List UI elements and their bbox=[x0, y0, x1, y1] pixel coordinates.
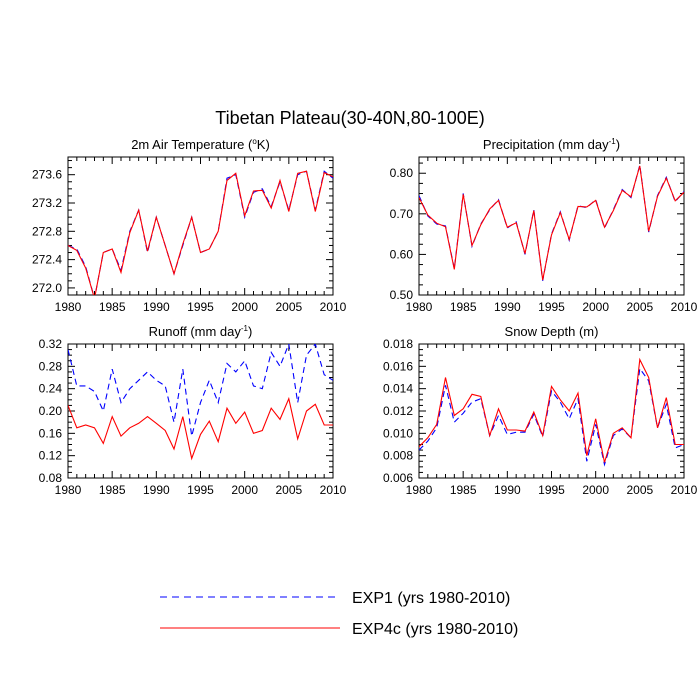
y-tick-label: 273.2 bbox=[32, 196, 62, 210]
y-tick-label: 272.0 bbox=[32, 281, 62, 295]
y-tick-label: 0.20 bbox=[39, 404, 63, 418]
y-tick-label: 0.70 bbox=[390, 207, 414, 221]
series-line-exp1 bbox=[419, 164, 684, 281]
series-line-exp1 bbox=[68, 344, 333, 437]
x-tick-label: 1995 bbox=[538, 483, 565, 497]
y-tick-label: 0.006 bbox=[383, 471, 413, 485]
x-tick-label: 2000 bbox=[231, 483, 258, 497]
legend: EXP1 (yrs 1980-2010) EXP4c (yrs 1980-201… bbox=[160, 590, 518, 638]
y-tick-label: 0.018 bbox=[383, 337, 413, 351]
y-tick-label: 0.12 bbox=[39, 449, 63, 463]
series-line-exp1 bbox=[419, 367, 684, 467]
figure-title: Tibetan Plateau(30-40N,80-100E) bbox=[215, 108, 485, 128]
panels: 2m Air Temperature (oK) 1980 1985 1990 1995 2… bbox=[32, 137, 698, 497]
y-tick-label: 0.16 bbox=[39, 426, 63, 440]
y-tick-label: 272.8 bbox=[32, 224, 62, 238]
x-tick-label: 1985 bbox=[450, 483, 477, 497]
y-tick-label: 0.010 bbox=[383, 426, 413, 440]
x-tick-label: 1980 bbox=[406, 483, 433, 497]
y-tick-label: 273.6 bbox=[32, 168, 62, 182]
x-tick-label: 2005 bbox=[275, 300, 302, 314]
x-tick-label: 2000 bbox=[582, 300, 609, 314]
y-tick-label: 0.014 bbox=[383, 382, 413, 396]
panel-4: Snow Depth (m) 1980 1985 1990 1995 2000 2005 20… bbox=[383, 324, 698, 497]
y-tick-label: 0.24 bbox=[39, 382, 63, 396]
y-tick-label: 0.60 bbox=[390, 247, 414, 261]
x-tick-label: 1980 bbox=[406, 300, 433, 314]
plot-frame bbox=[418, 343, 685, 479]
x-tick-label: 2010 bbox=[320, 300, 347, 314]
x-tick-label: 1985 bbox=[99, 300, 126, 314]
x-tick-label: 1980 bbox=[55, 483, 82, 497]
y-tick-label: 0.50 bbox=[390, 288, 414, 302]
x-tick-label: 2000 bbox=[231, 300, 258, 314]
x-tick-label: 1990 bbox=[494, 483, 521, 497]
x-tick-label: 2005 bbox=[626, 483, 653, 497]
x-tick-label: 2010 bbox=[320, 483, 347, 497]
x-tick-label: 1995 bbox=[187, 300, 214, 314]
plot-frame bbox=[67, 156, 334, 296]
y-tick-label: 0.08 bbox=[39, 471, 63, 485]
x-tick-label: 1990 bbox=[143, 300, 170, 314]
x-tick-label: 1990 bbox=[494, 300, 521, 314]
y-tick-label: 0.008 bbox=[383, 449, 413, 463]
y-tick-label: 0.012 bbox=[383, 404, 413, 418]
series-line-exp4c bbox=[419, 165, 684, 281]
x-tick-label: 2005 bbox=[275, 483, 302, 497]
panel-1: 2m Air Temperature (oK) 1980 1985 1990 1995 2… bbox=[32, 137, 347, 314]
y-tick-label: 0.28 bbox=[39, 359, 63, 373]
panel-3: Runoff (mm day-1) 1980 1985 1990 1995 2000 200… bbox=[39, 324, 347, 497]
plot-frame bbox=[67, 343, 334, 479]
x-tick-label: 2010 bbox=[671, 300, 698, 314]
x-tick-label: 1995 bbox=[187, 483, 214, 497]
x-tick-label: 1985 bbox=[99, 483, 126, 497]
series-line-exp4c bbox=[419, 357, 684, 463]
panel-2: Precipitation (mm day-1) 1980 1985 1990 1995… bbox=[390, 137, 698, 314]
y-tick-label: 0.32 bbox=[39, 337, 63, 351]
x-tick-label: 2005 bbox=[626, 300, 653, 314]
y-tick-label: 0.016 bbox=[383, 359, 413, 373]
x-tick-label: 1980 bbox=[55, 300, 82, 314]
series-line-exp4c bbox=[68, 396, 333, 461]
x-tick-label: 2010 bbox=[671, 483, 698, 497]
y-tick-label: 0.80 bbox=[390, 166, 414, 180]
x-tick-label: 1995 bbox=[538, 300, 565, 314]
panel-title: 2m Air Temperature (oK) bbox=[131, 137, 270, 152]
panel-title: Precipitation (mm day-1) bbox=[483, 137, 620, 152]
x-tick-label: 1985 bbox=[450, 300, 477, 314]
panel-title: Runoff (mm day-1) bbox=[149, 324, 253, 339]
plot-frame bbox=[418, 156, 685, 296]
y-tick-label: 272.4 bbox=[32, 253, 62, 267]
x-tick-label: 2000 bbox=[582, 483, 609, 497]
legend-label-exp1: EXP1 (yrs 1980-2010) bbox=[352, 590, 510, 607]
x-tick-label: 1990 bbox=[143, 483, 170, 497]
panel-title: Snow Depth (m) bbox=[505, 324, 599, 339]
legend-label-exp4c: EXP4c (yrs 1980-2010) bbox=[352, 621, 518, 638]
series-line-exp4c bbox=[68, 170, 333, 295]
